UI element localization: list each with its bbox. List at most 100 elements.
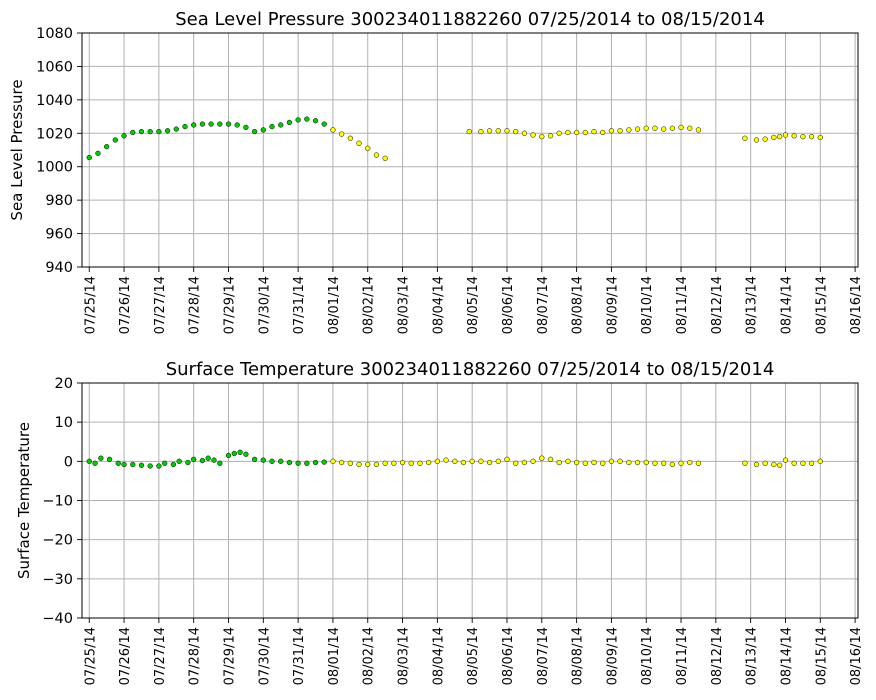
data-point: [95, 150, 101, 156]
data-point: [452, 458, 458, 464]
data-point: [660, 460, 667, 466]
data-point: [591, 128, 597, 135]
data-point: [742, 460, 748, 466]
data-point: [573, 129, 580, 136]
data-point: [547, 456, 554, 463]
x-tick-label: 08/01/14: [327, 627, 342, 685]
y-tick-label: 1060: [36, 59, 73, 75]
data-point: [211, 457, 217, 463]
data-point: [417, 460, 423, 466]
x-tick-label: 08/15/14: [814, 627, 829, 685]
data-point: [304, 116, 310, 122]
data-point: [753, 137, 760, 143]
data-point: [582, 129, 588, 136]
data-point: [791, 133, 797, 139]
data-point: [478, 458, 484, 464]
data-point: [173, 126, 179, 132]
y-tick-label: 940: [45, 260, 73, 276]
y-tick-label: 1000: [36, 160, 73, 176]
data-point: [486, 128, 493, 134]
data-point: [382, 155, 388, 162]
data-point: [547, 133, 554, 139]
data-point: [156, 128, 162, 135]
y-tick-label: 1040: [36, 93, 73, 109]
data-point: [98, 455, 104, 461]
data-point: [251, 128, 258, 135]
y-tick-label: −20: [42, 533, 73, 549]
data-point: [138, 462, 145, 468]
y-tick-label: 1020: [36, 126, 73, 142]
x-tick-label: 08/12/14: [710, 276, 725, 334]
y-tick-label: −30: [42, 572, 73, 588]
data-point: [304, 460, 310, 466]
data-point: [486, 459, 493, 466]
data-point: [185, 459, 191, 466]
data-point: [312, 118, 319, 124]
x-tick-label: 08/07/14: [536, 276, 551, 334]
axes-frame: [81, 32, 859, 268]
data-point: [330, 458, 336, 464]
data-point: [808, 460, 815, 466]
x-tick-label: 07/31/14: [292, 276, 307, 334]
data-point: [106, 456, 113, 463]
data-point: [399, 459, 406, 466]
data-point: [669, 461, 675, 468]
y-tick-label: 0: [64, 454, 73, 470]
data-point: [608, 128, 615, 134]
data-point: [373, 461, 380, 468]
data-point: [231, 450, 237, 457]
data-point: [321, 121, 327, 127]
x-tick-label: 08/08/14: [571, 276, 586, 334]
data-point: [565, 129, 571, 136]
data-point: [347, 460, 353, 466]
data-point: [347, 135, 353, 141]
data-point: [164, 128, 171, 134]
data-point: [365, 145, 371, 151]
data-point: [634, 126, 641, 132]
data-point: [147, 128, 153, 135]
data-point: [817, 458, 823, 464]
data-point: [260, 457, 266, 463]
x-tick-label: 07/28/14: [188, 627, 203, 685]
data-point: [130, 129, 136, 136]
data-point: [426, 459, 432, 466]
chart-title: Sea Level Pressure 300234011882260 07/25…: [175, 9, 765, 30]
data-point: [495, 128, 501, 134]
x-tick-label: 08/04/14: [431, 627, 446, 685]
data-point: [373, 152, 380, 158]
y-tick-label: 1080: [36, 26, 73, 42]
data-point: [330, 127, 336, 133]
data-point: [626, 459, 632, 466]
data-point: [269, 458, 275, 464]
data-point: [660, 126, 667, 132]
x-tick-label: 07/30/14: [257, 276, 272, 334]
data-point: [338, 131, 345, 137]
y-tick-label: 10: [55, 415, 73, 431]
data-point: [199, 457, 206, 464]
data-point: [260, 127, 266, 133]
x-tick-label: 08/08/14: [571, 627, 586, 685]
data-point: [225, 121, 232, 127]
data-point: [521, 130, 528, 136]
x-tick-label: 08/09/14: [605, 627, 620, 685]
data-point: [460, 459, 467, 466]
data-point: [777, 462, 783, 468]
data-point: [556, 130, 562, 136]
data-point: [234, 122, 240, 128]
x-tick-label: 07/30/14: [257, 627, 272, 685]
x-tick-label: 08/13/14: [745, 276, 760, 334]
x-tick-label: 08/13/14: [745, 627, 760, 685]
chart-panel-2: −40 −30 −20 −10 0 10 20 07/25/14 07/26/14 07/27/1…: [15, 359, 864, 685]
data-point: [243, 451, 249, 457]
data-point: [808, 133, 815, 140]
data-point: [762, 460, 768, 466]
chart-panel-1: 940 960 980 1000 1020 1040 1060 1080 07/25/14 07/…: [8, 9, 864, 334]
data-point: [356, 140, 362, 146]
data-point: [782, 132, 789, 138]
series-1: [86, 449, 327, 469]
x-tick-label: 08/15/14: [814, 276, 829, 334]
data-point: [600, 460, 606, 466]
data-point: [443, 457, 449, 463]
data-point: [800, 133, 806, 140]
